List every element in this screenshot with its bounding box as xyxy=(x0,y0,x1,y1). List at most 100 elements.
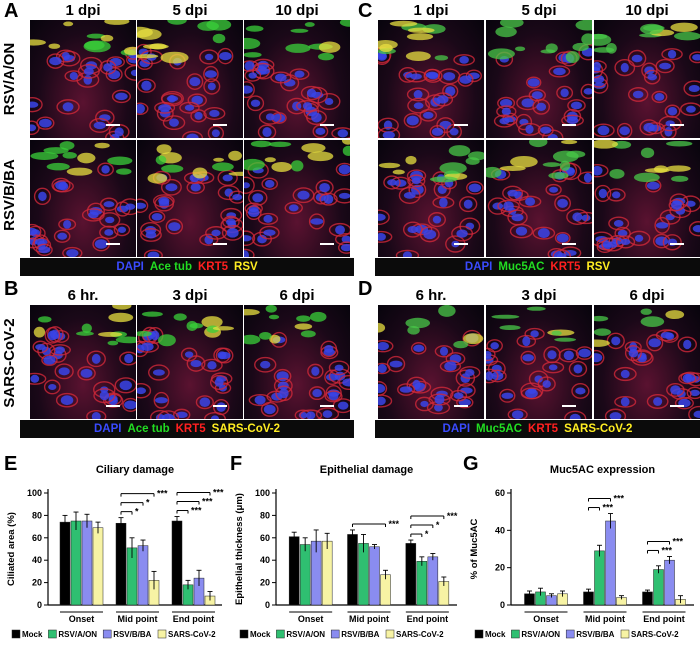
panel-c-time-2: 5 dpi xyxy=(486,2,592,19)
scale-bar xyxy=(320,124,334,126)
significance-label: *** xyxy=(662,545,673,555)
bar xyxy=(417,561,427,605)
scale-bar xyxy=(454,124,468,126)
chart-epithelial-damage: Epithelial damageEpithelial thickness (μ… xyxy=(228,455,463,651)
bar xyxy=(82,521,92,605)
legend-label: SARS-CoV-2 xyxy=(631,630,679,639)
legend-item: Muc5AC xyxy=(498,261,544,273)
legend-item: SARS-CoV-2 xyxy=(564,423,632,435)
y-tick-label: 0 xyxy=(500,600,505,610)
bar xyxy=(381,575,391,605)
y-tick-label: 100 xyxy=(27,488,42,498)
micrograph-image xyxy=(137,20,243,138)
legend-swatch xyxy=(475,630,483,638)
significance-label: *** xyxy=(614,494,625,504)
bar xyxy=(606,521,616,605)
legend-item: DAPI xyxy=(116,261,143,273)
scale-bar xyxy=(562,124,576,126)
micrograph-image xyxy=(486,140,592,257)
x-category-label: Onset xyxy=(298,614,324,624)
row-label-rsv-b-ba: RSV/B/BA xyxy=(1,145,19,245)
legend-label: RSV/A/ON xyxy=(286,630,325,639)
bar xyxy=(359,543,369,605)
significance-label: *** xyxy=(213,488,224,498)
micrograph-image xyxy=(30,140,136,257)
y-tick-label: 20 xyxy=(260,578,270,588)
panel-d-time-3: 6 dpi xyxy=(594,287,700,304)
significance-label: * xyxy=(146,498,150,508)
legend-panel-d: DAPI Muc5AC KRT5 SARS-CoV-2 xyxy=(375,420,700,438)
scale-bar xyxy=(320,243,334,245)
micrograph-image xyxy=(137,305,243,419)
y-tick-label: 60 xyxy=(260,533,270,543)
legend-swatch xyxy=(158,630,166,638)
legend-item: RSV xyxy=(234,261,258,273)
micrograph-image xyxy=(244,20,350,138)
scale-bar xyxy=(670,405,684,407)
legend-panel-c: DAPI Muc5AC KRT5 RSV xyxy=(375,258,700,276)
y-tick-label: 0 xyxy=(37,600,42,610)
legend-label: Mock xyxy=(22,630,43,639)
panel-b-time-2: 3 dpi xyxy=(137,287,243,304)
scale-bar xyxy=(106,243,120,245)
significance-label: * xyxy=(135,507,139,517)
micrograph-image xyxy=(378,20,484,138)
scale-bar xyxy=(670,243,684,245)
x-category-label: End point xyxy=(407,614,449,624)
bar xyxy=(322,541,332,605)
y-tick-label: 40 xyxy=(495,525,505,535)
scale-bar xyxy=(562,405,576,407)
legend-item: KRT5 xyxy=(550,261,580,273)
panel-label-a: A xyxy=(4,0,18,23)
significance-label: * xyxy=(425,529,429,539)
legend-swatch xyxy=(331,630,339,638)
bar xyxy=(406,543,416,605)
micrograph-image xyxy=(30,20,136,138)
legend-label: SARS-CoV-2 xyxy=(396,630,444,639)
x-category-label: Mid point xyxy=(118,614,158,624)
legend-item: SARS-CoV-2 xyxy=(212,423,280,435)
scale-bar xyxy=(454,243,468,245)
row-label-sars-cov-2: SARS-CoV-2 xyxy=(1,313,19,413)
x-category-label: Onset xyxy=(533,614,559,624)
panel-b-time-1: 6 hr. xyxy=(30,287,136,304)
scale-bar xyxy=(670,124,684,126)
chart-title: Epithelial damage xyxy=(320,464,414,476)
y-tick-label: 100 xyxy=(255,488,270,498)
panel-label-d: D xyxy=(358,278,372,301)
legend-label: RSV/B/BA xyxy=(341,630,379,639)
legend-swatch xyxy=(511,630,519,638)
bar xyxy=(289,537,299,605)
y-tick-label: 80 xyxy=(260,510,270,520)
panel-a-time-2: 5 dpi xyxy=(137,2,243,19)
micrograph-image xyxy=(244,305,350,419)
y-tick-label: 20 xyxy=(32,578,42,588)
micrograph-image xyxy=(137,140,243,257)
significance-label: *** xyxy=(603,503,614,513)
scale-bar xyxy=(213,405,227,407)
panel-label-c: C xyxy=(358,0,372,23)
y-axis-label: % of Muc5AC xyxy=(469,519,480,580)
legend-label: RSV/A/ON xyxy=(521,630,560,639)
panel-b-time-3: 6 dpi xyxy=(244,287,350,304)
legend-item: DAPI xyxy=(443,423,470,435)
panel-label-b: B xyxy=(4,278,18,301)
significance-label: *** xyxy=(447,511,458,521)
bar xyxy=(93,528,103,605)
bar xyxy=(428,557,438,605)
bar xyxy=(300,545,310,605)
y-tick-label: 20 xyxy=(495,563,505,573)
significance-label: *** xyxy=(191,506,202,516)
bar xyxy=(71,521,81,605)
legend-item: KRT5 xyxy=(198,261,228,273)
legend-item: DAPI xyxy=(465,261,492,273)
x-category-label: Mid point xyxy=(585,614,625,624)
significance-label: *** xyxy=(202,497,213,507)
panel-d-time-2: 3 dpi xyxy=(486,287,592,304)
bar xyxy=(595,551,605,605)
legend-label: RSV/A/ON xyxy=(58,630,97,639)
legend-panel-a: DAPI Ace tub KRT5 RSV xyxy=(20,258,354,276)
legend-item: Ace tub xyxy=(150,261,192,273)
bar xyxy=(643,592,653,605)
bar xyxy=(370,547,380,605)
